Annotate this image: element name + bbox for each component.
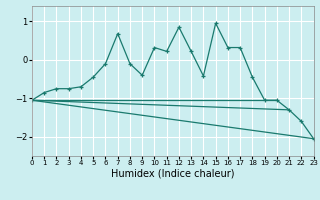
X-axis label: Humidex (Indice chaleur): Humidex (Indice chaleur) xyxy=(111,169,235,179)
